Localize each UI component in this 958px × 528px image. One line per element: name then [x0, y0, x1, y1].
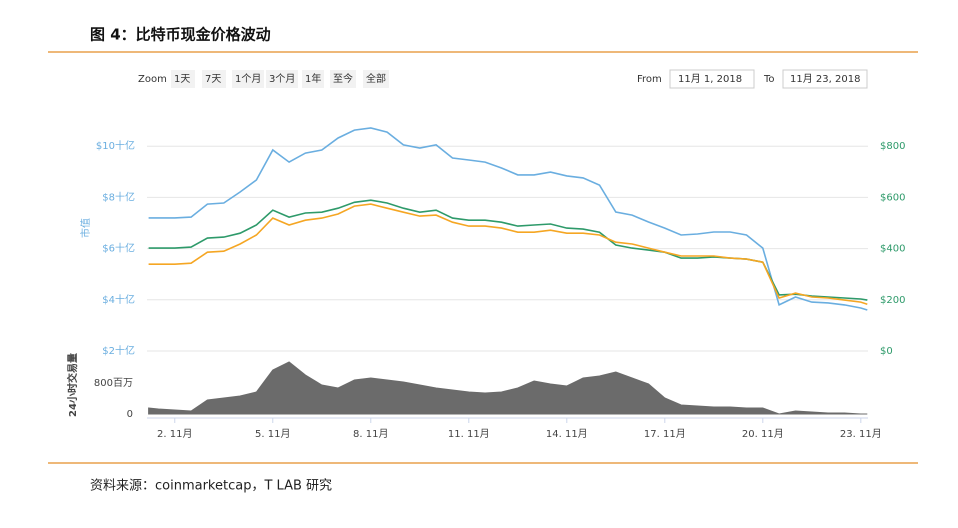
to-input[interactable] — [782, 69, 868, 89]
y-tick-label: $4十亿 — [102, 293, 135, 306]
line-series — [148, 203, 868, 305]
to-label: To — [763, 74, 775, 85]
from-date[interactable]: 11月 1, 2018 — [678, 73, 742, 85]
x-tick-label: 14. 11月 — [546, 428, 588, 440]
zoom-option[interactable]: 7天 — [205, 74, 221, 85]
zoom-option[interactable]: 1天 — [174, 74, 190, 85]
to-date[interactable]: 11月 23, 2018 — [790, 73, 860, 85]
source: 资料来源：coinmarketcap，T LAB 研究 — [90, 479, 332, 494]
zoom-label: Zoom — [138, 74, 167, 85]
line-series — [148, 199, 868, 301]
y2-tick-label: $800 — [880, 141, 905, 152]
zoom-button[interactable] — [202, 70, 226, 88]
x-tick-label: 17. 11月 — [644, 428, 686, 440]
y-tick-label: $8十亿 — [102, 190, 135, 203]
x-tick-label: 11. 11月 — [448, 428, 490, 440]
zoom-option[interactable]: 1个月 — [235, 73, 261, 85]
y2-tick-label: $400 — [880, 244, 905, 255]
y-tick-label: 800百万 — [94, 377, 133, 389]
line-series — [148, 127, 868, 311]
y-axis-title: 市值 — [79, 218, 92, 238]
y-tick-label: $2十亿 — [102, 344, 135, 357]
zoom-option[interactable]: 1年 — [305, 72, 321, 85]
y-tick-label: 0 — [127, 409, 133, 420]
y2-tick-label: $200 — [880, 295, 905, 306]
x-tick-label: 8. 11月 — [353, 428, 388, 440]
from-label: From — [637, 74, 662, 85]
zoom-option[interactable]: 至今 — [333, 72, 353, 85]
x-tick-label: 23. 11月 — [840, 428, 882, 440]
y-tick-label: $10十亿 — [96, 139, 135, 152]
zoom-option[interactable]: 全部 — [366, 72, 386, 85]
y-axis-title: 24小时交易量 — [66, 353, 79, 417]
x-tick-label: 2. 11月 — [157, 428, 192, 440]
zoom-button[interactable] — [171, 70, 195, 88]
volume-area — [148, 361, 868, 415]
zoom-button[interactable] — [363, 70, 389, 88]
zoom-button[interactable] — [266, 70, 298, 88]
x-tick-label: 20. 11月 — [742, 428, 784, 440]
zoom-button[interactable] — [330, 70, 356, 88]
from-input[interactable] — [669, 69, 755, 89]
y2-tick-label: $0 — [880, 346, 893, 357]
x-tick-label: 5. 11月 — [255, 428, 290, 440]
zoom-button[interactable] — [302, 70, 324, 88]
zoom-option[interactable]: 3个月 — [269, 73, 295, 85]
page-title: 图 4：比特币现金价格波动 — [90, 26, 271, 44]
zoom-button[interactable] — [232, 70, 264, 88]
y-tick-label: $6十亿 — [102, 242, 135, 255]
y2-tick-label: $600 — [880, 192, 905, 203]
